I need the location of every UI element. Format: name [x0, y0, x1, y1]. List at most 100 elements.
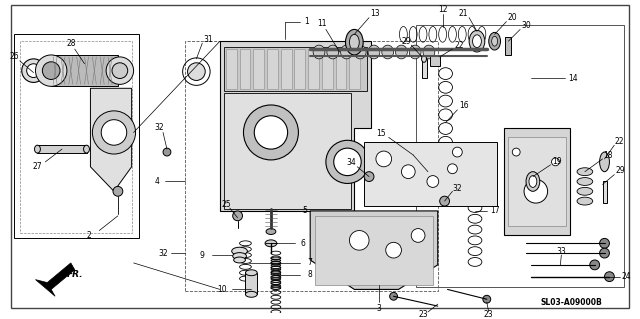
Bar: [294, 49, 305, 89]
Ellipse shape: [245, 270, 257, 276]
Ellipse shape: [233, 253, 246, 259]
Bar: [239, 49, 250, 89]
Ellipse shape: [232, 247, 248, 255]
Text: 15: 15: [376, 129, 386, 138]
Text: FR.: FR.: [67, 270, 83, 279]
Circle shape: [106, 57, 134, 84]
Ellipse shape: [600, 152, 609, 172]
Bar: [508, 137, 566, 226]
Bar: [38, 145, 86, 153]
Text: 9: 9: [200, 251, 205, 260]
Bar: [224, 47, 367, 91]
Circle shape: [590, 260, 600, 270]
Text: 24: 24: [621, 272, 631, 281]
Bar: [416, 25, 624, 287]
Ellipse shape: [84, 145, 90, 153]
Text: 28: 28: [66, 39, 76, 48]
Bar: [14, 34, 140, 238]
Circle shape: [92, 111, 136, 154]
Bar: [184, 41, 438, 291]
Polygon shape: [504, 128, 570, 235]
Ellipse shape: [472, 35, 481, 48]
Circle shape: [376, 151, 392, 167]
Text: 11: 11: [317, 19, 326, 28]
Circle shape: [333, 148, 361, 176]
Bar: [20, 41, 132, 234]
Text: 6: 6: [301, 239, 306, 248]
Bar: [430, 56, 440, 66]
Circle shape: [524, 180, 548, 203]
Circle shape: [101, 120, 127, 145]
Ellipse shape: [245, 291, 257, 297]
Bar: [224, 93, 351, 209]
Text: 26: 26: [9, 52, 19, 61]
Text: 29: 29: [401, 37, 411, 46]
Text: 22: 22: [614, 137, 624, 146]
Text: 32: 32: [154, 123, 164, 132]
Text: SL03-A09000B: SL03-A09000B: [541, 298, 602, 307]
Circle shape: [112, 63, 128, 78]
Circle shape: [349, 231, 369, 250]
Text: 19: 19: [552, 157, 562, 167]
Text: 27: 27: [33, 162, 42, 171]
Ellipse shape: [382, 45, 394, 59]
Polygon shape: [310, 211, 438, 289]
Bar: [315, 216, 433, 285]
Bar: [322, 49, 333, 89]
Circle shape: [412, 229, 425, 242]
Circle shape: [326, 140, 369, 183]
Circle shape: [243, 105, 298, 160]
Circle shape: [440, 196, 449, 206]
Text: 33: 33: [556, 247, 566, 256]
Text: 30: 30: [521, 21, 531, 30]
Circle shape: [401, 165, 415, 179]
Ellipse shape: [355, 45, 366, 59]
Text: 16: 16: [460, 101, 469, 110]
Text: 25: 25: [221, 200, 230, 209]
Ellipse shape: [349, 34, 359, 50]
Circle shape: [188, 63, 205, 80]
Text: 22: 22: [454, 41, 464, 50]
Ellipse shape: [489, 32, 500, 50]
Bar: [281, 49, 292, 89]
Ellipse shape: [340, 45, 353, 59]
Polygon shape: [364, 142, 497, 206]
Ellipse shape: [469, 30, 485, 52]
Ellipse shape: [577, 197, 593, 205]
Circle shape: [427, 176, 438, 187]
Ellipse shape: [422, 56, 426, 62]
Ellipse shape: [396, 45, 407, 59]
Circle shape: [600, 248, 609, 258]
Ellipse shape: [577, 168, 593, 176]
Ellipse shape: [423, 45, 435, 59]
Circle shape: [600, 238, 609, 248]
Bar: [349, 49, 360, 89]
Circle shape: [22, 59, 45, 82]
Ellipse shape: [313, 45, 325, 59]
Circle shape: [512, 148, 520, 156]
Bar: [308, 49, 319, 89]
Text: 31: 31: [204, 35, 213, 44]
Circle shape: [27, 64, 40, 78]
Text: 32: 32: [452, 184, 462, 193]
Circle shape: [42, 62, 60, 79]
Ellipse shape: [346, 29, 363, 55]
Ellipse shape: [265, 240, 277, 247]
Text: 32: 32: [158, 249, 168, 258]
Polygon shape: [220, 41, 371, 211]
Ellipse shape: [409, 45, 421, 59]
Circle shape: [452, 147, 462, 157]
Circle shape: [447, 164, 458, 174]
Text: 14: 14: [568, 74, 578, 83]
Text: 5: 5: [303, 206, 308, 215]
Text: 21: 21: [458, 9, 468, 18]
Ellipse shape: [35, 145, 40, 153]
Bar: [267, 49, 278, 89]
Circle shape: [254, 116, 287, 149]
Text: 12: 12: [438, 5, 447, 14]
Ellipse shape: [492, 36, 497, 46]
Ellipse shape: [327, 45, 339, 59]
Text: 1: 1: [304, 17, 308, 26]
Circle shape: [552, 158, 559, 166]
Bar: [226, 49, 237, 89]
